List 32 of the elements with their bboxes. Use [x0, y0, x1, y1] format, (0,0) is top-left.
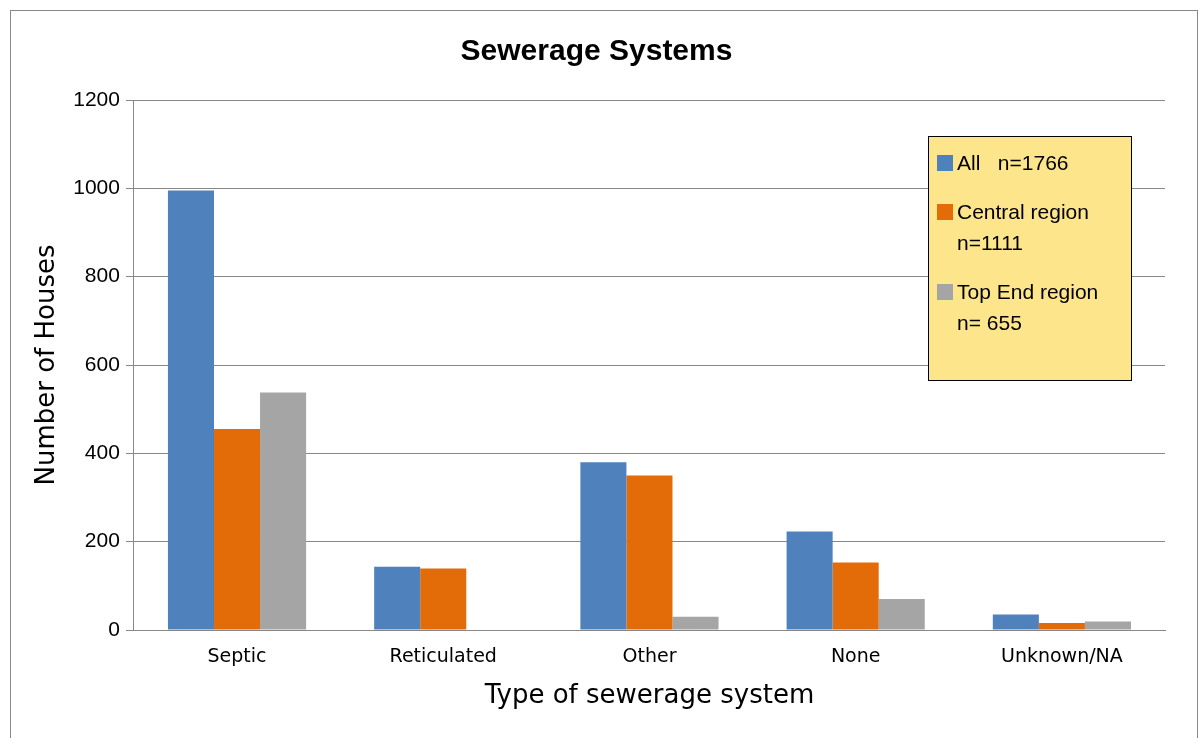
bar [420, 568, 467, 630]
bar [626, 475, 673, 630]
y-axis-title: Number of Houses [30, 244, 61, 486]
bar [878, 599, 925, 630]
y-tick-label: 800 [84, 263, 120, 287]
y-tick-label: 0 [108, 616, 120, 640]
y-tick-label: 1000 [73, 175, 120, 199]
x-tick-label: Reticulated [389, 644, 497, 667]
bar [832, 562, 879, 630]
bar [786, 531, 833, 630]
y-tick-label: 200 [84, 528, 120, 552]
y-tick-label: 400 [84, 440, 120, 464]
x-tick-label: Septic [207, 644, 267, 667]
legend-label: Top End region n= 655 [957, 279, 1100, 336]
y-tick-label: 1200 [73, 86, 120, 110]
bar [214, 429, 261, 630]
x-tick-label: Other [622, 644, 677, 667]
chart-title: Sewerage Systems [460, 33, 733, 67]
bar [374, 566, 421, 630]
bar [1084, 621, 1131, 630]
bar [992, 614, 1039, 630]
legend-label: All n=1766 [957, 150, 1069, 176]
x-axis-title: Type of sewerage system [483, 679, 815, 710]
y-tick-label: 600 [84, 351, 120, 375]
x-tick-label: Unknown/NA [1000, 644, 1123, 667]
bar [260, 392, 307, 630]
legend-label: Central region n=1111 [957, 199, 1090, 256]
bar [580, 462, 627, 630]
x-tick-label: None [830, 644, 881, 667]
bar [672, 616, 719, 630]
bar [167, 190, 214, 630]
bar [1038, 622, 1085, 630]
